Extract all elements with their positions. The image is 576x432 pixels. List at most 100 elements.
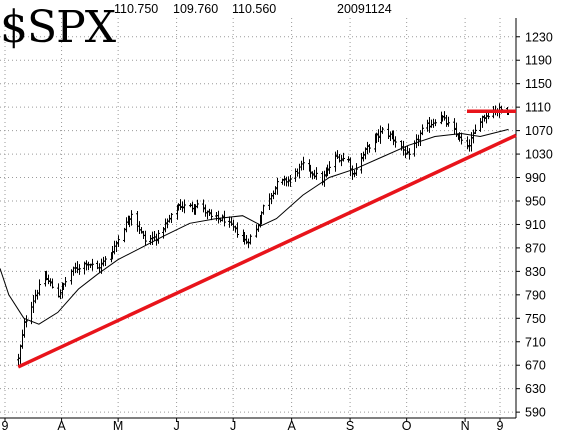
ohlc-bar: [83, 261, 86, 275]
ohlc-bar: [210, 209, 213, 221]
ohlc-bar: [389, 131, 392, 142]
ohlc-bar: [51, 278, 54, 289]
ohlc-bar: [268, 193, 271, 210]
ohlc-bar: [45, 270, 48, 281]
ohlc-bar: [21, 329, 24, 349]
x-tick-label: N: [461, 419, 470, 432]
ohlc-bar: [117, 235, 120, 247]
date-code: 20091124: [337, 2, 392, 16]
ohlc-bar: [25, 315, 28, 328]
ohlc-bars: [17, 103, 510, 367]
ohlc-bar: [415, 134, 418, 149]
ohlc-bar: [272, 190, 275, 200]
ohlc-bar: [130, 210, 133, 226]
y-tick-label: 1070: [525, 124, 553, 138]
ohlc-bar: [381, 127, 384, 134]
ohlc-bar: [144, 230, 147, 246]
chart-title: $SPX: [0, 2, 117, 53]
ohlc-bar: [221, 214, 224, 222]
ohlc-bar: [426, 119, 429, 132]
ohlc-bar: [302, 156, 305, 171]
y-tick-label: 950: [525, 194, 546, 208]
ohlc-bar: [87, 261, 90, 271]
ohlc-bar: [300, 160, 303, 171]
ohlc-bar: [78, 264, 81, 275]
ohlc-bar: [466, 136, 469, 150]
ohlc-bar: [49, 278, 52, 287]
ohlc-bar: [166, 218, 169, 229]
ohlc-bar: [355, 163, 358, 176]
axis-layer: [0, 18, 520, 422]
ohlc-bar: [309, 164, 312, 178]
ohlc-bar: [257, 223, 260, 232]
ohlc-bar: [470, 132, 473, 152]
ohlc-bar: [479, 118, 482, 132]
x-tick-label: O: [402, 419, 412, 432]
ohlc-bar: [375, 132, 378, 144]
ohlc-bar: [408, 148, 411, 160]
ohlc-bar: [217, 210, 220, 224]
ohlc-bar: [123, 227, 126, 243]
ohlc-bar: [406, 145, 409, 155]
ohlc-bar: [181, 201, 184, 212]
header-value-1: 110.750: [114, 2, 158, 16]
x-tick-label: J: [173, 419, 179, 432]
ohlc-bar: [353, 169, 356, 178]
ohlc-bar: [342, 152, 345, 162]
ohlc-bar: [481, 115, 484, 128]
y-tick-label: 910: [525, 218, 546, 232]
ohlc-bar: [138, 221, 141, 235]
ohlc-bar: [232, 219, 235, 231]
ohlc-bar: [351, 165, 354, 180]
ohlc-bar: [155, 233, 158, 246]
label-layer: 590 630 670 710 750 790 830 870 910 950 990 1030 107…: [2, 30, 553, 432]
ohlc-bar: [30, 301, 33, 325]
ohlc-bar: [23, 318, 26, 338]
ohlc-bar: [474, 124, 477, 135]
ohlc-bar: [430, 119, 433, 128]
ohlc-bar: [326, 164, 329, 177]
x-tick-label: A: [57, 419, 66, 432]
ohlc-bar: [434, 119, 437, 127]
ohlc-bar: [136, 211, 139, 232]
ohlc-bar: [157, 230, 160, 244]
ohlc-bar: [177, 203, 180, 211]
ohlc-bar: [421, 124, 424, 136]
ohlc-bar: [392, 130, 395, 146]
ohlc-bar: [204, 204, 207, 217]
ohlc-bar: [400, 140, 403, 151]
ohlc-bar: [323, 170, 326, 187]
ohlc-bar: [100, 258, 103, 274]
ohlc-bar: [91, 258, 94, 271]
ohlc-bar: [328, 161, 331, 174]
ohlc-bar: [313, 169, 316, 179]
ohlc-bar: [57, 283, 60, 298]
ohlc-bar: [315, 167, 318, 180]
ohlc-bar: [443, 111, 446, 121]
ohlc-bar: [206, 210, 209, 220]
y-tick-label: 1190: [525, 54, 552, 68]
x-tick-label: S: [346, 419, 354, 432]
ohlc-bar: [360, 153, 363, 174]
y-tick-label: 870: [525, 241, 546, 255]
ohlc-bar: [289, 174, 292, 187]
ohlc-bar: [111, 245, 114, 260]
header-value-3: 110.560: [232, 2, 276, 16]
grid-layer: [0, 18, 516, 418]
ohlc-bar: [366, 141, 369, 155]
support-trendline: [17, 133, 517, 369]
ohlc-bar: [349, 157, 352, 177]
ohlc-bar: [274, 186, 277, 195]
ohlc-bar: [287, 176, 290, 187]
x-tick-label: M: [113, 419, 123, 432]
ohlc-bar: [458, 132, 461, 142]
ohlc-bar: [164, 218, 167, 233]
ohlc-bar: [245, 234, 248, 245]
y-tick-label: 990: [525, 171, 546, 185]
y-tick-label: 750: [525, 312, 546, 326]
ohlc-bar: [394, 136, 397, 148]
ohlc-bar: [153, 231, 156, 241]
y-tick-label: 1150: [525, 77, 552, 91]
ohlc-bar: [249, 234, 252, 245]
x-tick-label: 9: [2, 419, 9, 432]
